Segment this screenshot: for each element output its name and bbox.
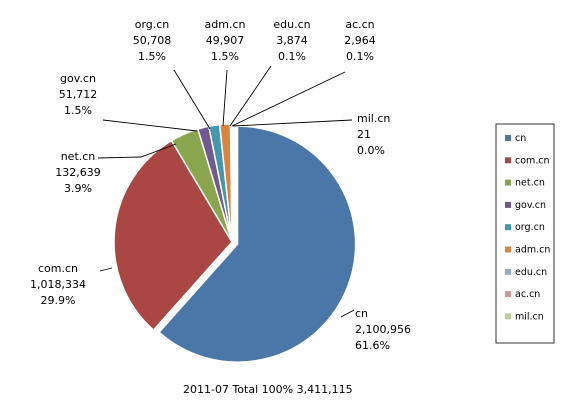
legend-label-ac-cn: ac.cn xyxy=(515,289,540,300)
leader-line-mil-cn xyxy=(232,119,353,127)
legend-swatch-cn xyxy=(505,135,511,141)
legend-swatch-mil-cn xyxy=(505,313,511,320)
data-label-name-com-cn: com.cn xyxy=(38,262,78,275)
data-label-percent-org-cn: 1.5% xyxy=(138,50,166,63)
legend-swatch-adm-cn xyxy=(505,246,511,253)
legend-label-mil-cn: mil.cn xyxy=(515,311,544,322)
data-label-value-edu-cn: 3,874 xyxy=(276,34,308,47)
leader-line-ac-cn xyxy=(231,71,346,127)
data-label-name-mil-cn: mil.cn xyxy=(357,112,390,125)
data-label-percent-ac-cn: 0.1% xyxy=(346,50,374,63)
data-label-value-adm-cn: 49,907 xyxy=(206,34,245,47)
data-label-percent-edu-cn: 0.1% xyxy=(278,50,306,63)
data-label-value-net-cn: 132,639 xyxy=(55,166,101,179)
legend-label-cn: cn xyxy=(515,133,526,144)
leader-line-cn xyxy=(340,309,355,318)
data-labels: cn 2,100,956 61.6% com.cn 1,018,334 29.9% net.… xyxy=(30,18,411,352)
chart-caption: 2011-07 Total 100% 3,411,115 xyxy=(183,383,353,396)
legend-label-org-cn: org.cn xyxy=(515,222,545,233)
data-label-value-ac-cn: 2,964 xyxy=(344,34,376,47)
leader-line-net-cn xyxy=(97,143,177,159)
legend-swatch-edu-cn xyxy=(505,268,511,275)
pie-slice-cn xyxy=(158,125,357,363)
data-label-name-ac-cn: ac.cn xyxy=(345,18,374,31)
data-label-value-mil-cn: 21 xyxy=(357,128,371,141)
legend-swatch-net-cn xyxy=(505,179,511,186)
data-label-percent-net-cn: 3.9% xyxy=(64,182,92,195)
data-label-name-gov-cn: gov.cn xyxy=(60,72,96,85)
data-label-percent-com-cn: 29.9% xyxy=(41,294,76,307)
legend-label-adm-cn: adm.cn xyxy=(515,245,550,256)
leader-line-adm-cn xyxy=(222,69,228,127)
data-label-percent-adm-cn: 1.5% xyxy=(211,50,239,63)
data-label-value-gov-cn: 51,712 xyxy=(59,88,98,101)
data-label-percent-gov-cn: 1.5% xyxy=(64,104,92,117)
legend-swatch-com-cn xyxy=(505,157,511,164)
legend-label-com-cn: com.cn xyxy=(515,155,550,166)
pie-slices xyxy=(113,123,357,363)
leader-line-gov-cn xyxy=(102,119,198,132)
legend-label-gov-cn: gov.cn xyxy=(515,200,546,211)
data-label-value-com-cn: 1,018,334 xyxy=(30,278,86,291)
leader-line-org-cn xyxy=(173,69,211,130)
data-label-percent-cn: 61.6% xyxy=(355,339,390,352)
legend-swatch-org-cn xyxy=(505,224,511,231)
leader-line-edu-cn xyxy=(229,65,272,127)
data-label-name-net-cn: net.cn xyxy=(61,150,96,163)
leader-line-com-cn xyxy=(99,267,113,272)
pie-slice-com-cn xyxy=(113,139,233,332)
legend: cn com.cn net.cn gov.cn org.cn adm.cn edu.cn ac… xyxy=(495,123,555,344)
legend-label-net-cn: net.cn xyxy=(515,178,545,189)
data-label-value-org-cn: 50,708 xyxy=(133,34,172,47)
data-label-value-cn: 2,100,956 xyxy=(355,323,411,336)
leader-lines xyxy=(97,65,355,318)
legend-label-edu-cn: edu.cn xyxy=(515,267,547,278)
data-label-name-cn: cn xyxy=(355,307,368,320)
legend-swatch-ac-cn xyxy=(505,291,511,298)
data-label-name-org-cn: org.cn xyxy=(135,18,170,31)
data-label-name-adm-cn: adm.cn xyxy=(205,18,246,31)
data-label-name-edu-cn: edu.cn xyxy=(273,18,310,31)
data-label-percent-mil-cn: 0.0% xyxy=(357,144,385,157)
legend-swatch-gov-cn xyxy=(505,201,511,208)
